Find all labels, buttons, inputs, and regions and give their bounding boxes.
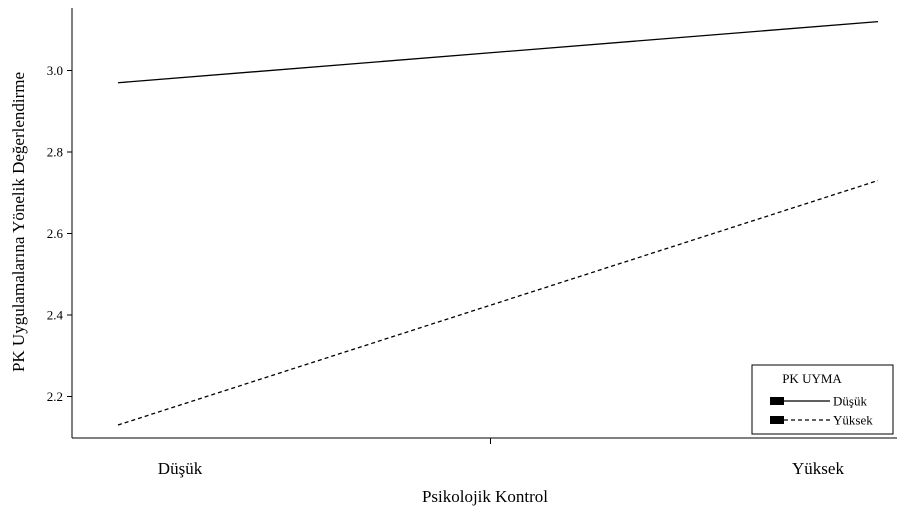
x-tick-label: Düşük bbox=[158, 459, 203, 478]
x-axis-tick-labels: Düşük Yüksek bbox=[158, 459, 845, 478]
y-axis-title: PK Uygulamalarına Yönelik Değerlendirme bbox=[9, 72, 28, 372]
series-line-yuksek bbox=[117, 179, 879, 426]
legend-label: Düşük bbox=[833, 394, 867, 409]
x-axis-title: Psikolojik Kontrol bbox=[422, 487, 548, 506]
legend-swatch bbox=[770, 416, 784, 424]
series-line-dusuk bbox=[117, 20, 879, 84]
y-axis-ticks: 2.2 2.4 2.6 2.8 3.0 bbox=[47, 63, 72, 404]
legend-title: PK UYMA bbox=[782, 371, 842, 386]
y-tick-label: 2.8 bbox=[47, 145, 63, 160]
x-tick-label: Yüksek bbox=[792, 459, 844, 478]
legend-box bbox=[751, 364, 894, 435]
legend-label: Yüksek bbox=[833, 413, 873, 428]
series-lines bbox=[117, 20, 879, 426]
y-tick-label: 2.4 bbox=[47, 308, 64, 323]
legend: PK UYMA Düşük Yüksek bbox=[751, 364, 894, 435]
y-tick-label: 2.6 bbox=[47, 226, 64, 241]
y-tick-label: 3.0 bbox=[47, 63, 63, 78]
y-tick-label: 2.2 bbox=[47, 389, 63, 404]
legend-swatch bbox=[770, 397, 784, 405]
legend-items: Düşük Yüksek bbox=[770, 394, 873, 428]
